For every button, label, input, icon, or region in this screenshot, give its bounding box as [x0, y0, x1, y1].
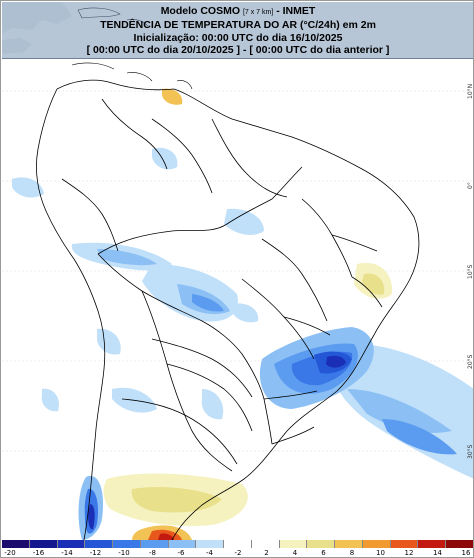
- colorbar-swatch: [57, 540, 86, 548]
- colorbar-swatch: [307, 540, 336, 548]
- colorbar-tick-label: -8: [149, 549, 156, 557]
- colorbar-labels: -20 -16 -14 -12 -10 -8 -6 -4 -2 2 4 6 8 10 12 14 16: [2, 549, 473, 557]
- lat-label-0: 0°: [467, 182, 474, 189]
- colorbar-tick-label: 6: [321, 549, 326, 557]
- borders: [36, 79, 420, 540]
- colorbar-swatch: [168, 540, 197, 548]
- colorbar-swatch: [446, 540, 473, 548]
- colorbar-tick-label: -16: [32, 549, 45, 557]
- colorbar-swatch: [279, 540, 308, 548]
- colorbar-tick-label: -2: [234, 549, 242, 557]
- cold-anomaly-fields: [12, 147, 473, 540]
- lat-label-10n: 10°N: [467, 83, 474, 99]
- colorbar-swatch: [390, 540, 419, 548]
- colorbar-swatch: [29, 540, 58, 548]
- lat-label-10s: 10°S: [467, 264, 474, 279]
- colorbar-swatch: [113, 540, 141, 548]
- temperature-tendency-map: 10°N 0° 10°S 20°S 30°S: [2, 59, 474, 540]
- colorbar-tick-label: 4: [292, 549, 298, 557]
- colorbar-tick-label: 14: [433, 549, 442, 557]
- lat-label-20s: 20°S: [467, 354, 474, 369]
- colorbar-tick-label: 10: [376, 549, 385, 557]
- map-canvas: [2, 62, 473, 540]
- colorbar-tick-label: -20: [4, 549, 16, 557]
- lat-label-30s: 30°S: [467, 444, 474, 459]
- colorbar-swatches: [2, 540, 473, 548]
- title-line-period: [ 00:00 UTC do dia 20/10/2025 ] - [ 00:0…: [86, 44, 390, 57]
- colorbar-swatch: [224, 540, 252, 548]
- colorbar-tick-label: -14: [61, 549, 73, 557]
- colorbar-tick-label: -4: [206, 549, 213, 557]
- colorbar-swatch: [251, 540, 280, 548]
- title-line-init: Inicialização: 00:00 UTC do dia 16/10/20…: [133, 31, 343, 44]
- title-line-variable: TENDÊNCIA DE TEMPERATURA DO AR (°C/24h) …: [100, 19, 376, 32]
- colorbar-swatch: [2, 540, 30, 548]
- colorbar-tick-label: -12: [89, 549, 102, 557]
- map-title-block: Modelo COSMO [7 x 7 km] - INMET TENDÊNCI…: [2, 5, 473, 57]
- header-background-map: [2, 2, 149, 54]
- colorbar-tick-label: 16: [461, 549, 471, 557]
- colorbar-tick-label: -10: [118, 549, 130, 557]
- graticule: [2, 90, 473, 452]
- colorbar-swatch: [140, 540, 169, 548]
- colorbar-swatch: [85, 540, 114, 548]
- colorbar-tick-label: -6: [177, 549, 185, 557]
- warm-anomaly-fields: [103, 88, 393, 540]
- map-header: Modelo COSMO [7 x 7 km] - INMET TENDÊNCI…: [2, 2, 473, 59]
- colorbar-swatch: [335, 540, 363, 548]
- colorbar-tick-label: 8: [349, 549, 355, 557]
- colorbar-swatch: [196, 540, 225, 548]
- colorbar: -20 -16 -14 -12 -10 -8 -6 -4 -2 2 4 6 8 10 12 14 16: [2, 540, 473, 557]
- colorbar-tick-label: 12: [404, 549, 414, 557]
- title-line-model: Modelo COSMO [7 x 7 km] - INMET: [160, 5, 316, 17]
- caribbean-coast: [71, 62, 193, 90]
- colorbar-tick-label: 2: [264, 549, 269, 557]
- colorbar-swatch: [418, 540, 447, 548]
- colorbar-swatch: [362, 540, 391, 548]
